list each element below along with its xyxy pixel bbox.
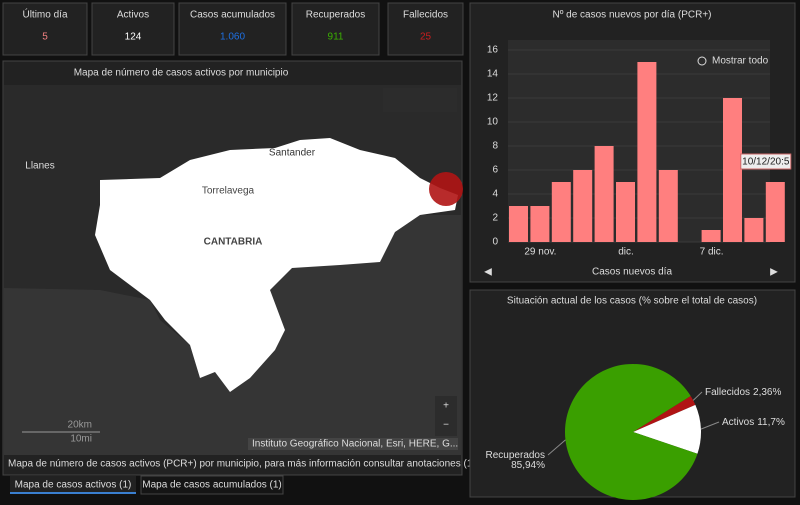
bar [637,62,657,242]
bar [551,182,571,242]
scroll-left[interactable]: ◀ [484,267,492,278]
slice-name: Recuperados [486,450,545,461]
leader-line [692,391,703,401]
zoom-icon [697,56,707,66]
kpi-value: 25 [420,32,432,43]
x-tick-label: 7 dic. [700,247,724,258]
tab-label[interactable]: Mapa de casos activos (1) [15,480,132,491]
zoom-control[interactable] [435,396,457,436]
region-shape [95,138,458,392]
kpi-card [387,2,464,56]
bar [765,182,785,242]
pie: Fallecidos 2,36% Activos 11,7% Recuperados 85… [486,364,785,500]
chart-title: Situación actual de los casos (% sobre e… [507,296,757,307]
place-label: CANTABRIA [204,237,263,248]
attribution-box [248,438,458,450]
bar [616,182,635,242]
bar [530,206,550,242]
attribution: Instituto Geográfico Nacional, Esri, HER… [252,439,458,450]
kpi-value: 124 [125,32,142,43]
scale-label: 20km [68,420,92,431]
x-axis-title: Casos nuevos día [592,267,672,278]
y-tick-label: 16 [487,45,499,56]
kpi-value: 5 [42,32,48,43]
chart-title: Nº de casos nuevos por día (PCR+) [552,10,711,21]
scale-label: 10mi [70,434,92,445]
kpi-card [291,2,380,56]
slice-label: Recuperados 85,94% [486,450,546,471]
y-tick-label: 6 [492,165,498,176]
kpi-label: Casos acumulados [190,10,275,21]
bar [573,170,593,242]
tab[interactable] [140,475,284,495]
scroll-right[interactable]: ▶ [770,267,778,278]
kpi-value: 911 [328,32,344,43]
kpi-label: Activos [117,10,149,21]
y-tick-label: 2 [492,213,498,224]
bar [744,218,764,242]
kpi-label: Fallecidos [403,10,448,21]
x-tick-label: 29 nov. [524,247,556,258]
y-tick-label: 0 [492,237,498,248]
pie-slice [633,395,696,432]
place-label: Santander [269,148,316,159]
slice-name: Activos [722,417,754,428]
slice-value: 11,7% [757,417,785,428]
leader-line [700,421,720,430]
slice-value: 2,36% [753,387,781,398]
pie-slice [633,404,701,454]
case-bubble [429,172,463,206]
place-label: Llanes [25,161,54,172]
tooltip: 10/12/20:5 [742,157,790,168]
bar [509,206,528,242]
kpi-card [178,2,287,56]
place-label: Torrelavega [202,186,255,197]
map-note: Mapa de número de casos activos (PCR+) p… [8,459,501,470]
bar [723,98,742,242]
x-tick-label: dic. [618,247,634,258]
bar-series: 0 2 4 6 8 10 12 14 16 29 nov. dic. 7 dic. 10/12/20:5 [487,45,792,258]
bar [701,230,721,242]
y-tick-label: 10 [487,117,499,128]
kpi-card [91,2,175,56]
tooltip-box [740,153,792,170]
y-tick-label: 8 [492,141,498,152]
slice-name: Fallecidos [705,387,750,398]
kpi-card [2,2,88,56]
leader-line [547,439,566,456]
bar [594,146,614,242]
bar [658,170,678,242]
tab-label[interactable]: Mapa de casos acumulados (1) [142,480,282,491]
tab[interactable] [10,476,136,494]
slice-label: Fallecidos 2,36% [705,387,781,398]
map-title: Mapa de número de casos activos por muni… [74,68,289,79]
y-tick-label: 4 [492,189,498,200]
kpi-label: Recuperados [306,10,365,21]
map-toolbar[interactable] [383,88,457,112]
pie-slice [565,364,698,500]
show-all-button[interactable]: Mostrar todo [712,56,769,67]
kpi-value: 1.060 [220,32,245,43]
y-tick-label: 12 [487,93,499,104]
y-tick-label: 14 [487,69,499,80]
slice-label: Activos 11,7% [722,417,785,428]
slice-value: 85,94% [511,460,545,471]
zoom-out[interactable]: − [443,420,449,431]
kpi-label: Último día [22,8,67,21]
zoom-in[interactable]: + [443,401,449,412]
